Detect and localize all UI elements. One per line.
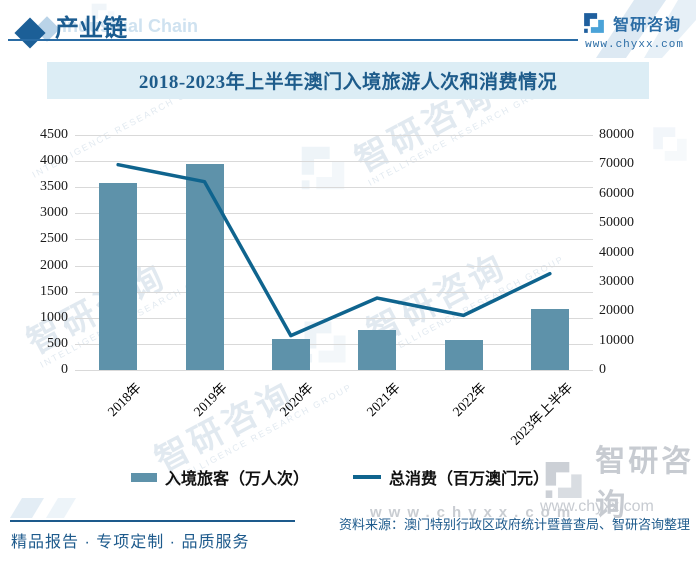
left-axis-tick: 3000 [40, 205, 68, 221]
left-axis-tick: 500 [47, 335, 68, 351]
section-title: 产业链 [55, 15, 127, 42]
brand-block: 智研咨询 www.chyxx.com [581, 10, 684, 51]
left-axis-tick: 0 [61, 362, 68, 377]
right-axis-tick: 0 [599, 362, 606, 377]
section-title-en: Industrial Chain [62, 16, 199, 36]
right-axis-tick: 40000 [599, 244, 634, 260]
legend-label: 总消费（百万澳门元） [389, 471, 550, 488]
legend-item-consumption: 总消费（百万澳门元） [353, 465, 549, 489]
brand-site-url[interactable]: www.chyxx.com [585, 39, 684, 51]
left-axis-tick: 2500 [40, 231, 68, 247]
right-axis-tick: 30000 [599, 273, 634, 289]
right-axis-tick: 70000 [599, 156, 634, 172]
gridline [75, 161, 593, 163]
gridline [75, 187, 593, 189]
footer-tagline: 精品报告 · 专项定制 · 品质服务 [11, 534, 250, 551]
legend-item-visitors: 入境旅客（万人次） [130, 465, 309, 489]
gridline [75, 265, 593, 267]
x-axis-label: 2022年 [449, 379, 489, 420]
line-series-swatch [353, 475, 381, 479]
brand-logo-icon [584, 13, 605, 33]
right-axis-tick: 20000 [599, 303, 634, 319]
right-axis-tick: 60000 [599, 185, 634, 201]
right-axis-tick: 10000 [599, 332, 634, 348]
x-axis-label: 2019年 [190, 379, 230, 420]
gridline [75, 135, 593, 136]
bar-2020年 [271, 339, 310, 370]
consumption-line [116, 162, 552, 338]
gridline [75, 317, 593, 319]
legend-label: 入境旅客（万人次） [164, 471, 309, 488]
gridline [75, 291, 593, 293]
data-source-note: 资料来源：澳门特别行政区政府统计暨普查局、智研咨询整理 [338, 517, 690, 532]
gridline [75, 213, 593, 215]
x-axis-label: 2020年 [277, 379, 317, 420]
bar-2022年 [444, 340, 483, 370]
right-axis-tick: 80000 [599, 127, 634, 142]
header-rule [8, 39, 578, 41]
chart-legend: 入境旅客（万人次） 总消费（百万澳门元） [0, 465, 688, 489]
gridline [75, 343, 593, 345]
corner-watermark-shape-bottom-left [10, 498, 76, 518]
right-axis-tick: 50000 [599, 215, 634, 231]
brand-name: 智研咨询 [613, 17, 682, 34]
x-axis-label: 2018年 [104, 379, 144, 420]
chart-title: 2018-2023年上半年澳门入境旅游人次和消费情况 [138, 72, 558, 93]
left-axis-tick: 1500 [40, 283, 68, 299]
footer-rule [10, 520, 295, 522]
x-axis-label: 2023年上半年 [507, 379, 576, 448]
left-axis-tick: 3500 [40, 179, 68, 195]
bar-2023年上半年 [530, 309, 569, 370]
x-axis-label: 2021年 [363, 379, 403, 420]
bar-2021年 [358, 329, 397, 370]
bar-2019年 [185, 164, 224, 370]
left-axis-tick: 2000 [40, 257, 68, 273]
gridline [75, 370, 593, 371]
bar-2018年 [99, 183, 138, 370]
chart-title-band: 2018-2023年上半年澳门入境旅游人次和消费情况 [47, 62, 649, 99]
gridline [75, 239, 593, 241]
bar-series-swatch [130, 472, 157, 482]
left-axis-tick: 4500 [40, 127, 68, 142]
left-axis-tick: 1000 [40, 309, 68, 325]
left-axis-tick: 4000 [40, 153, 68, 169]
